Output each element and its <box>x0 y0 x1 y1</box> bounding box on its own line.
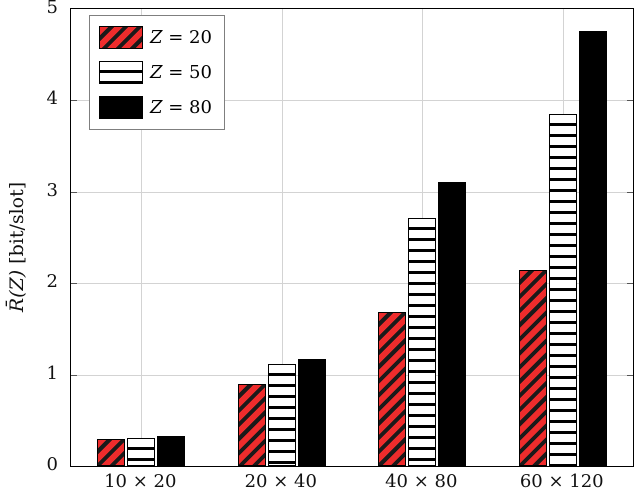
legend-entry-z20: Z = 20 <box>99 26 212 49</box>
bar-z20-10x20 <box>97 438 126 466</box>
left-y-tick-mark-3 <box>71 191 77 193</box>
y-tick-label-4: 4 <box>46 88 58 110</box>
legend-label-z20: Z = 20 <box>150 27 212 48</box>
legend-swatch-z80 <box>99 96 143 119</box>
h-gridline-3 <box>71 191 633 193</box>
x-tick-label-60x120: 60 × 120 <box>519 471 604 492</box>
legend-label-z50: Z = 50 <box>150 62 212 83</box>
legend: Z = 20 Z = 50 Z = 80 <box>89 15 225 130</box>
y-tick-label-1: 1 <box>46 362 58 384</box>
right-y-tick-mark-2 <box>627 283 633 285</box>
y-tick-label-0: 0 <box>46 454 58 475</box>
bar-z80-40x80 <box>438 181 467 466</box>
bar-z20-40x80 <box>378 312 407 466</box>
bar-z80-20x40 <box>297 359 326 466</box>
x-tick-label-40x80: 40 × 80 <box>385 471 458 492</box>
x-tick-label-20x40: 20 × 40 <box>244 471 317 492</box>
bar-z50-20x40 <box>267 363 296 466</box>
y-axis-label: R̄(Z) [bit/slot] <box>6 182 28 312</box>
legend-entry-z80: Z = 80 <box>99 96 212 119</box>
legend-swatch-z20 <box>99 26 143 49</box>
v-gridline-20x40 <box>281 9 283 466</box>
left-y-tick-mark-1 <box>71 374 77 376</box>
bar-z20-20x40 <box>237 383 266 466</box>
left-y-tick-mark-2 <box>71 283 77 285</box>
legend-label-z80: Z = 80 <box>150 97 212 118</box>
bar-z50-10x20 <box>127 437 156 466</box>
y-axis-label-unit: [bit/slot] <box>6 181 28 264</box>
bar-z80-10x20 <box>157 435 186 466</box>
bar-z50-40x80 <box>408 218 437 466</box>
h-gridline-1 <box>71 374 633 376</box>
y-axis-label-math: R̄(Z) <box>6 269 28 313</box>
v-gridline-10x20 <box>141 9 143 466</box>
bar-z80-60x120 <box>578 30 607 466</box>
bar-z50-60x120 <box>548 114 577 466</box>
legend-swatch-z50 <box>99 61 143 84</box>
legend-entry-z50: Z = 50 <box>99 61 212 84</box>
bar-z20-60x120 <box>518 269 547 466</box>
x-tick-label-10x20: 10 × 20 <box>104 471 177 492</box>
y-tick-label-2: 2 <box>46 271 58 293</box>
h-gridline-4 <box>71 100 633 102</box>
h-gridline-2 <box>71 283 633 285</box>
y-tick-label-5: 5 <box>46 0 58 18</box>
y-tick-label-3: 3 <box>46 179 58 201</box>
right-y-tick-mark-3 <box>627 191 633 193</box>
plot-area: Z = 20 Z = 50 Z = 80 <box>70 8 634 467</box>
left-y-tick-mark-4 <box>71 100 77 102</box>
right-y-tick-mark-1 <box>627 374 633 376</box>
right-y-tick-mark-4 <box>627 100 633 102</box>
